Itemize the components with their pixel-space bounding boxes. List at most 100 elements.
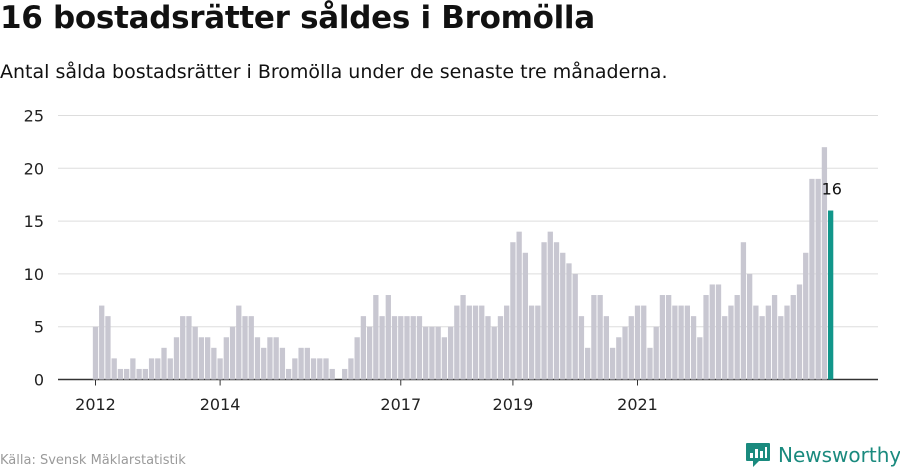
bar <box>821 147 828 380</box>
bar <box>634 305 641 380</box>
y-axis-ticks: 0 5 10 15 20 25 <box>24 107 44 390</box>
bar <box>522 252 529 380</box>
bar <box>142 368 148 380</box>
bar <box>435 326 441 380</box>
bar <box>373 295 379 380</box>
bar <box>553 242 560 380</box>
bar-highlight <box>827 210 834 380</box>
bar <box>603 316 610 380</box>
bar <box>111 358 117 380</box>
bar <box>398 316 404 380</box>
bar <box>441 337 448 380</box>
bar <box>765 305 771 380</box>
bar <box>423 326 429 380</box>
x-tick-label-2012: 2012 <box>75 395 116 414</box>
x-axis-ticks: 2012 2014 2017 2019 2021 <box>75 379 658 414</box>
bar <box>180 316 186 380</box>
bar <box>385 295 391 380</box>
bar-chart: 0 5 10 15 20 25 2012 2014 2017 2019 2021 16 <box>24 107 878 414</box>
bar <box>759 316 765 380</box>
bar <box>591 295 597 380</box>
chart-title: 16 bostadsrätter såldes i Bromölla <box>0 0 595 36</box>
bar <box>666 295 672 380</box>
bar <box>329 368 335 380</box>
bar <box>641 305 647 380</box>
bar <box>429 326 435 380</box>
bar <box>796 284 803 380</box>
bar <box>304 347 310 380</box>
bar <box>504 305 510 380</box>
bar <box>672 305 678 380</box>
newsworthy-logo-icon <box>746 443 770 467</box>
bar <box>99 305 105 380</box>
bar <box>466 305 472 380</box>
bar <box>535 305 541 380</box>
x-tick-label-2019: 2019 <box>493 395 534 414</box>
bar <box>342 368 348 380</box>
bar <box>366 326 373 380</box>
bar <box>242 316 248 380</box>
bar <box>279 347 286 380</box>
bar <box>815 178 821 380</box>
bar <box>379 316 385 380</box>
bar <box>747 273 753 380</box>
bar <box>740 242 747 380</box>
bar <box>778 316 784 380</box>
bar <box>728 305 734 380</box>
bar <box>572 273 578 380</box>
bar <box>354 337 360 380</box>
bar <box>285 368 292 380</box>
bar <box>391 316 398 380</box>
bar <box>198 337 205 380</box>
bar <box>753 305 759 380</box>
bars <box>92 147 834 380</box>
bar <box>192 326 198 380</box>
bar <box>616 337 622 380</box>
bar <box>454 305 460 380</box>
bar <box>715 284 722 380</box>
bar <box>92 326 99 380</box>
bar <box>310 358 317 380</box>
highlight-value-label: 16 <box>822 180 842 199</box>
bar <box>803 252 809 380</box>
y-tick-label-0: 0 <box>34 371 44 390</box>
bar <box>261 347 267 380</box>
bar <box>622 326 628 380</box>
y-tick-label-5: 5 <box>34 318 44 337</box>
bar <box>410 316 416 380</box>
bar <box>628 316 634 380</box>
bar <box>697 337 703 380</box>
y-tick-label-20: 20 <box>24 159 44 178</box>
bar <box>155 358 161 380</box>
bar <box>659 295 666 380</box>
bar <box>204 337 211 380</box>
bar <box>771 295 778 380</box>
bar <box>161 347 167 380</box>
bar <box>609 347 616 380</box>
bar <box>292 358 298 380</box>
bar <box>273 337 279 380</box>
bar <box>703 295 709 380</box>
bar <box>211 347 217 380</box>
bar <box>404 316 410 380</box>
bar <box>566 263 572 380</box>
bar <box>479 305 485 380</box>
bar <box>148 358 155 380</box>
bar <box>186 316 192 380</box>
bar <box>485 316 491 380</box>
bar <box>460 295 466 380</box>
chart-subtitle: Antal sålda bostadsrätter i Bromölla und… <box>0 61 668 83</box>
bar <box>585 347 591 380</box>
bar <box>217 358 223 380</box>
bar <box>510 242 516 380</box>
source-note: Källa: Svensk Mäklarstatistik <box>0 453 186 468</box>
bar <box>130 358 136 380</box>
bar <box>528 305 535 380</box>
brand-logo-block[interactable]: Newsworthy <box>744 441 900 469</box>
bar <box>790 295 796 380</box>
bar <box>684 305 690 380</box>
bar <box>136 368 142 380</box>
bar <box>360 316 367 380</box>
bar <box>578 316 585 380</box>
bar <box>690 316 697 380</box>
